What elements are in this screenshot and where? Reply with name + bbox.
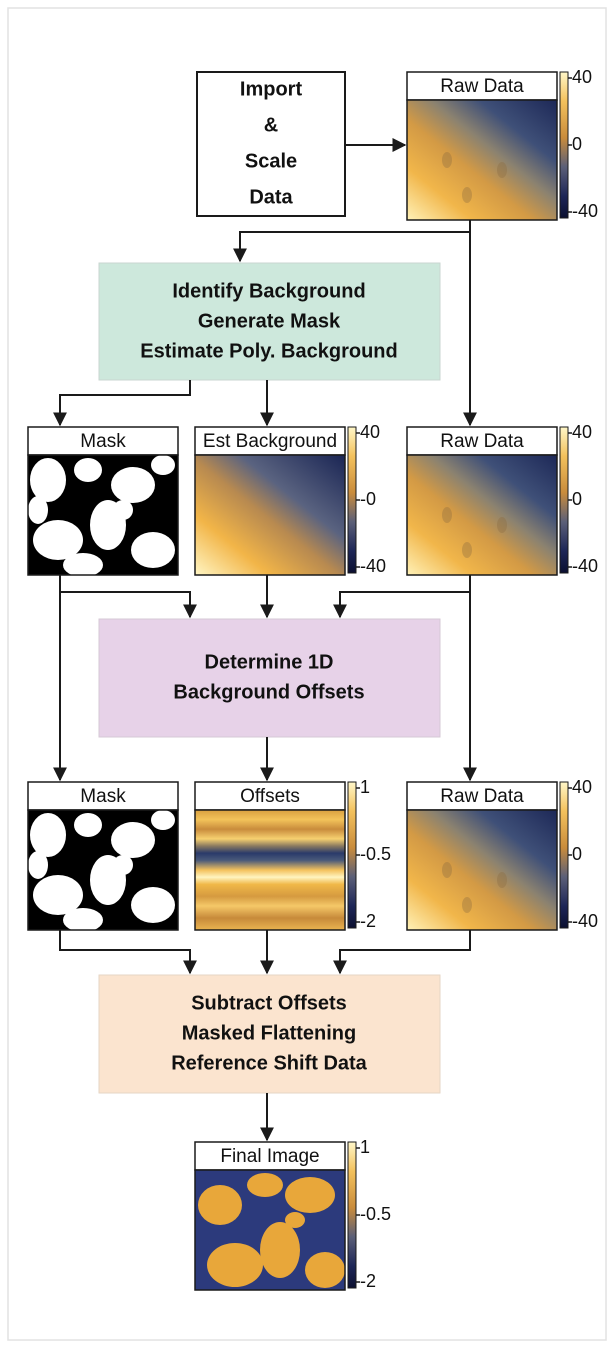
colorbar-label: 1 (360, 777, 370, 797)
step-text: & (264, 114, 278, 136)
colorbar-label: 40 (572, 67, 592, 87)
panel-image (407, 455, 557, 575)
colorbar-label: 40 (572, 422, 592, 442)
texture (442, 152, 452, 168)
colorbar-label: 1 (360, 1137, 370, 1157)
final-blob (198, 1185, 242, 1225)
colorbar-label: 0 (572, 489, 582, 509)
panel-image (407, 810, 557, 930)
step-box (99, 619, 440, 737)
colorbar (348, 1142, 356, 1288)
panel-title: Est Background (203, 431, 337, 452)
image-fill (407, 100, 557, 220)
panel-title: Mask (80, 786, 126, 807)
panel-title: Mask (80, 431, 126, 452)
image-panel: Offsets 1 -0.5 -2 (195, 777, 391, 931)
panel-title: Offsets (240, 786, 300, 807)
colorbar-label: -40 (572, 911, 598, 931)
mask-blob (113, 855, 133, 875)
mask-blob (151, 810, 175, 830)
step-text: Identify Background (172, 280, 365, 302)
image-panel: Est Background 40 -0 -40 (195, 422, 386, 576)
texture (442, 507, 452, 523)
image-fill (407, 810, 557, 930)
texture (497, 162, 507, 178)
mask-blob (131, 887, 175, 923)
flowchart: Import & Scale Data Identify Background Gener… (0, 0, 615, 1349)
image-panel: Raw Data 40 0 -40 (407, 777, 598, 931)
colorbar (560, 782, 568, 928)
image-panel: Mask (28, 782, 178, 932)
texture (462, 542, 472, 558)
panel-image (28, 810, 178, 932)
mask-blob (111, 467, 155, 503)
colorbar-label: -40 (572, 556, 598, 576)
image-fill (195, 810, 345, 930)
mask-blob (30, 458, 66, 502)
colorbar (560, 72, 568, 218)
colorbar (560, 427, 568, 573)
panel-title: Raw Data (440, 786, 524, 807)
image-panel: Mask (28, 427, 178, 577)
colorbar-label: 0 (572, 134, 582, 154)
mask-blob (111, 822, 155, 858)
image-fill (195, 455, 345, 575)
colorbar-label: 40 (572, 777, 592, 797)
texture (442, 862, 452, 878)
mask-blob (28, 496, 48, 524)
colorbar-label: -0.5 (360, 844, 391, 864)
texture (497, 517, 507, 533)
step-text: Import (240, 78, 303, 100)
texture (462, 897, 472, 913)
panel-title: Raw Data (440, 76, 524, 97)
texture (462, 187, 472, 203)
image-panel: Final Image 1 -0.5 -2 (195, 1137, 391, 1291)
step-text: Reference Shift Data (171, 1052, 367, 1074)
colorbar-label: -0 (360, 489, 376, 509)
image-panel: Raw Data 40 0 -40 (407, 67, 598, 221)
step-text: Determine 1D (205, 651, 334, 673)
panel-image (407, 100, 557, 220)
mask-blob (151, 455, 175, 475)
step-text: Estimate Poly. Background (140, 340, 397, 362)
colorbar-label: -2 (360, 911, 376, 931)
texture (497, 872, 507, 888)
mask-blob (74, 813, 102, 837)
colorbar (348, 782, 356, 928)
step-text: Masked Flattening (182, 1022, 356, 1044)
colorbar-label: -40 (572, 201, 598, 221)
step-text: Generate Mask (198, 310, 341, 332)
final-blob (247, 1173, 283, 1197)
final-blob (260, 1222, 300, 1278)
mask-blob (74, 458, 102, 482)
final-blob (207, 1243, 263, 1287)
panel-image (195, 810, 345, 930)
panel-image (195, 1170, 345, 1290)
colorbar-label: 0 (572, 844, 582, 864)
mask-blob (63, 553, 103, 577)
panel-title: Final Image (220, 1146, 319, 1167)
final-blob (305, 1252, 345, 1288)
step-text: Background Offsets (173, 681, 364, 703)
panel-image (28, 455, 178, 577)
mask-blob (63, 908, 103, 932)
colorbar-label: 40 (360, 422, 380, 442)
colorbar-label: -2 (360, 1271, 376, 1291)
mask-blob (131, 532, 175, 568)
mask-blob (113, 500, 133, 520)
colorbar-label: -0.5 (360, 1204, 391, 1224)
image-fill (407, 455, 557, 575)
panel-image (195, 455, 345, 575)
mask-blob (28, 851, 48, 879)
mask-blob (30, 813, 66, 857)
step-text: Data (249, 186, 293, 208)
colorbar-label: -40 (360, 556, 386, 576)
final-blob (285, 1212, 305, 1228)
step-text: Scale (245, 150, 297, 172)
panel-title: Raw Data (440, 431, 524, 452)
colorbar (348, 427, 356, 573)
final-blob (285, 1177, 335, 1213)
step-text: Subtract Offsets (191, 992, 347, 1014)
image-panel: Raw Data 40 0 -40 (407, 422, 598, 576)
